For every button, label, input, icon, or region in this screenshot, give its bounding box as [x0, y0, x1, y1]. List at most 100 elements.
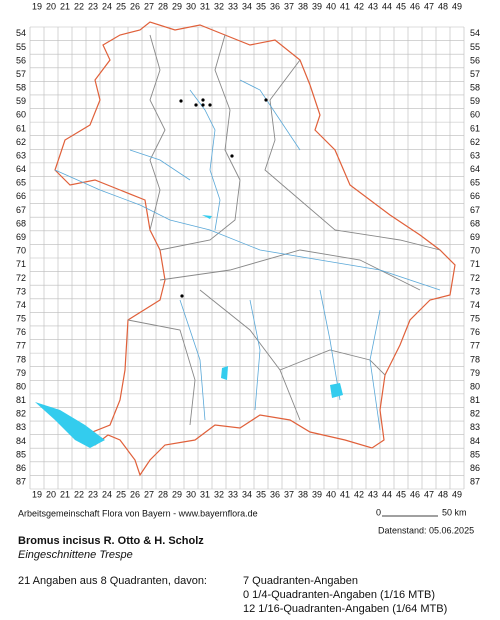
- column-label: 22: [74, 1, 84, 11]
- row-label: 63: [470, 150, 480, 160]
- row-label: 79: [16, 368, 26, 378]
- column-label: 27: [144, 489, 154, 499]
- column-label: 23: [88, 1, 98, 11]
- column-label: 32: [214, 1, 224, 11]
- column-label: 47: [424, 489, 434, 499]
- row-label: 61: [16, 123, 26, 133]
- summary-total: 21 Angaben aus 8 Quadranten, davon:: [18, 575, 207, 587]
- column-label: 48: [438, 489, 448, 499]
- row-label: 82: [470, 409, 480, 419]
- column-label: 46: [410, 489, 420, 499]
- column-label: 30: [186, 1, 196, 11]
- column-label: 24: [102, 1, 112, 11]
- row-label: 64: [16, 164, 26, 174]
- column-label: 25: [116, 1, 126, 11]
- column-label: 45: [396, 489, 406, 499]
- rivers: [54, 79, 441, 431]
- row-label: 75: [470, 314, 480, 324]
- column-label: 32: [214, 489, 224, 499]
- column-label: 39: [312, 1, 322, 11]
- row-label: 84: [16, 436, 26, 446]
- summary-line: 12 1/16-Quadranten-Angaben (1/64 MTB): [243, 603, 447, 615]
- row-label: 87: [16, 477, 26, 487]
- row-label: 86: [470, 463, 480, 473]
- row-label: 70: [470, 246, 480, 256]
- row-label: 58: [470, 83, 480, 93]
- species-name: Bromus incisus R. Otto & H. Scholz: [18, 535, 204, 547]
- scale-end: 50 km: [442, 507, 467, 517]
- row-label: 54: [16, 28, 26, 38]
- row-label: 84: [470, 436, 480, 446]
- row-label: 69: [470, 232, 480, 242]
- column-label: 38: [298, 1, 308, 11]
- row-label: 87: [470, 477, 480, 487]
- column-label: 43: [368, 1, 378, 11]
- row-label: 86: [16, 463, 26, 473]
- row-label: 81: [470, 395, 480, 405]
- row-label: 85: [16, 449, 26, 459]
- row-label: 68: [470, 218, 480, 228]
- column-label: 46: [410, 1, 420, 11]
- column-label: 47: [424, 1, 434, 11]
- row-label: 55: [470, 42, 480, 52]
- row-label: 67: [16, 205, 26, 215]
- column-label: 26: [130, 489, 140, 499]
- row-label: 60: [470, 110, 480, 120]
- row-label: 80: [470, 381, 480, 391]
- column-label: 31: [200, 489, 210, 499]
- column-label: 21: [60, 489, 70, 499]
- column-label: 45: [396, 1, 406, 11]
- row-label: 71: [16, 259, 26, 269]
- column-label: 36: [270, 1, 280, 11]
- column-label: 20: [46, 1, 56, 11]
- column-label: 19: [32, 1, 42, 11]
- row-label: 67: [470, 205, 480, 215]
- column-label: 23: [88, 489, 98, 499]
- row-label: 72: [470, 273, 480, 283]
- column-label: 35: [256, 1, 266, 11]
- row-label: 65: [16, 178, 26, 188]
- column-label: 34: [242, 1, 252, 11]
- column-label: 49: [452, 489, 462, 499]
- row-label: 75: [16, 314, 26, 324]
- column-label: 28: [158, 1, 168, 11]
- credit: Arbeitsgemeinschaft Flora von Bayern - w…: [18, 508, 258, 518]
- column-label: 28: [158, 489, 168, 499]
- row-label: 74: [16, 300, 26, 310]
- column-label: 31: [200, 1, 210, 11]
- column-label: 43: [368, 489, 378, 499]
- row-label: 56: [470, 55, 480, 65]
- column-label: 24: [102, 489, 112, 499]
- row-label: 71: [470, 259, 480, 269]
- column-label: 33: [228, 489, 238, 499]
- column-label: 30: [186, 489, 196, 499]
- column-label: 41: [340, 1, 350, 11]
- row-label: 81: [16, 395, 26, 405]
- row-label: 66: [470, 191, 480, 201]
- row-label: 79: [470, 368, 480, 378]
- lakes: [35, 215, 343, 448]
- column-label: 34: [242, 489, 252, 499]
- column-label: 29: [172, 1, 182, 11]
- scale-start: 0: [376, 507, 381, 517]
- column-label: 39: [312, 489, 322, 499]
- row-label: 83: [470, 422, 480, 432]
- column-label: 42: [354, 1, 364, 11]
- row-label: 78: [16, 354, 26, 364]
- column-label: 37: [284, 1, 294, 11]
- column-label: 26: [130, 1, 140, 11]
- row-label: 60: [16, 110, 26, 120]
- row-label: 66: [16, 191, 26, 201]
- row-label: 83: [16, 422, 26, 432]
- row-label: 85: [470, 449, 480, 459]
- row-label: 76: [470, 327, 480, 337]
- column-label: 21: [60, 1, 70, 11]
- column-label: 44: [382, 1, 392, 11]
- column-label: 40: [326, 1, 336, 11]
- row-label: 74: [470, 300, 480, 310]
- row-label: 76: [16, 327, 26, 337]
- row-label: 62: [16, 137, 26, 147]
- column-label: 27: [144, 1, 154, 11]
